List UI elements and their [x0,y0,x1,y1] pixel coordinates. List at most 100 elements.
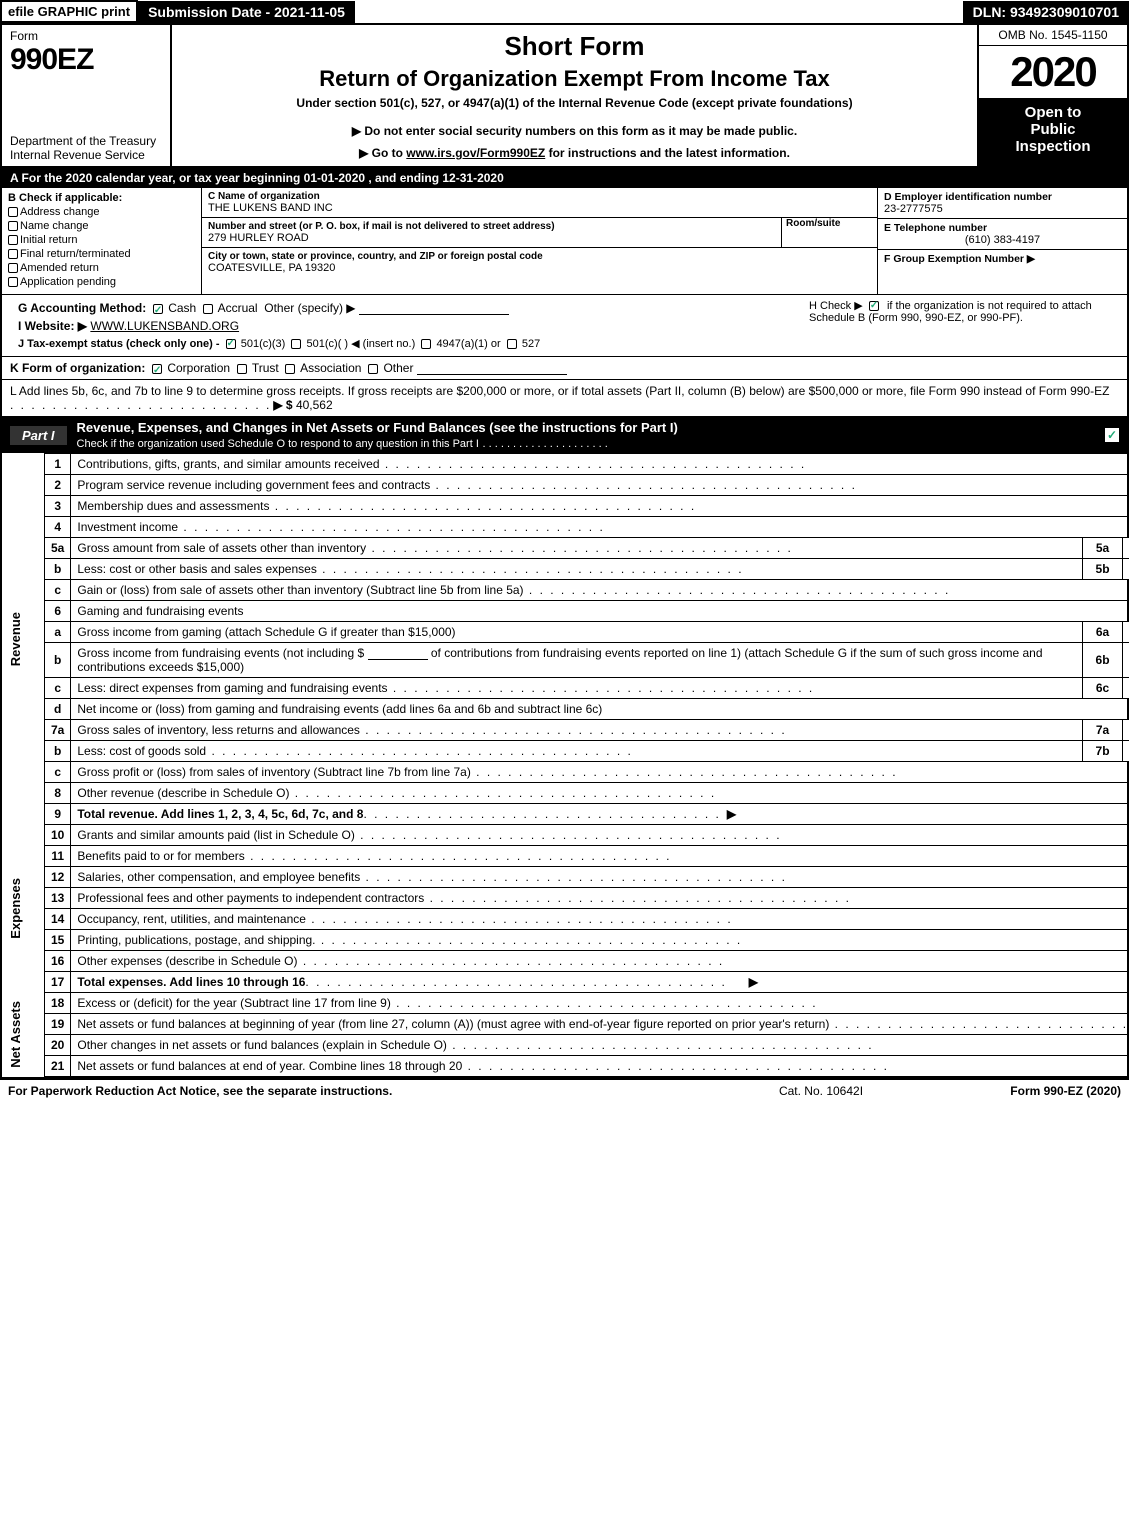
l4-no: 4 [45,517,71,538]
part-1-checkbox[interactable]: ✓ [1105,428,1119,442]
l19-no: 19 [45,1014,71,1035]
row-g-accounting: G Accounting Method: Cash Accrual Other … [10,299,799,317]
l5b-subval [1123,559,1129,580]
chk-corporation[interactable] [152,364,162,374]
net-assets-label: Net Assets [8,1001,23,1068]
tax-year: 2020 [979,46,1127,98]
expenses-label: Expenses [8,878,23,939]
l12-desc: Salaries, other compensation, and employ… [77,870,360,884]
note-goto: ▶ Go to www.irs.gov/Form990EZ for instru… [182,146,967,160]
l15-desc: Printing, publications, postage, and shi… [77,933,315,947]
chk-other-org[interactable] [368,364,378,374]
l7b-subno: 7b [1083,741,1123,762]
revenue-label: Revenue [8,612,23,666]
l2-desc: Program service revenue including govern… [77,478,430,492]
tel-label: E Telephone number [884,222,1121,234]
l17-no: 17 [45,972,71,993]
form-number: 990EZ [10,43,162,77]
l7a-desc: Gross sales of inventory, less returns a… [77,723,360,737]
note-goto-post: for instructions and the latest informat… [545,146,790,160]
dept-line1: Department of the Treasury [10,134,162,148]
group-exemption-label: F Group Exemption Number ▶ [884,253,1121,265]
chk-amended-return[interactable]: Amended return [8,262,195,274]
l5a-subval [1123,538,1129,559]
chk-501c3[interactable] [226,339,236,349]
l9-no: 9 [45,804,71,825]
l5b-no: b [45,559,71,580]
l7b-subval [1123,741,1129,762]
chk-schedule-b[interactable] [869,301,879,311]
l6c-no: c [45,678,71,699]
l12-no: 12 [45,867,71,888]
l10-no: 10 [45,825,71,846]
col-c-org-info: C Name of organization THE LUKENS BAND I… [202,188,877,294]
l6d-no: d [45,699,71,720]
chk-cash[interactable] [153,304,163,314]
l6b-subval [1123,643,1129,678]
form-container: Form 990EZ Department of the Treasury In… [0,23,1129,1079]
l5a-subno: 5a [1083,538,1123,559]
chk-527[interactable] [507,339,517,349]
chk-association[interactable] [285,364,295,374]
l5b-desc: Less: cost or other basis and sales expe… [77,562,316,576]
l3-no: 3 [45,496,71,517]
row-j-tax-exempt: J Tax-exempt status (check only one) - 5… [10,335,799,352]
l5a-no: 5a [45,538,71,559]
l6a-no: a [45,622,71,643]
l8-desc: Other revenue (describe in Schedule O) [77,786,289,800]
l21-no: 21 [45,1056,71,1077]
row-k-form-org: K Form of organization: Corporation Trus… [2,357,1127,380]
form-label: Form [10,29,162,43]
col-b-label: B Check if applicable: [8,192,195,204]
top-bar: efile GRAPHIC print Submission Date - 20… [0,0,1129,23]
chk-application-pending[interactable]: Application pending [8,276,195,288]
dept-treasury: Department of the Treasury Internal Reve… [10,134,162,162]
part-1-label: Part I [10,426,67,445]
l5a-desc: Gross amount from sale of assets other t… [77,541,366,555]
title-short-form: Short Form [182,31,967,62]
page-footer: For Paperwork Reduction Act Notice, see … [0,1079,1129,1102]
efile-print-button[interactable]: efile GRAPHIC print [0,0,138,23]
l7a-no: 7a [45,720,71,741]
l6b-subno: 6b [1083,643,1123,678]
l4-desc: Investment income [77,520,178,534]
l17-desc: Total expenses. Add lines 10 through 16 [77,975,305,989]
chk-501c[interactable] [291,339,301,349]
header-right: OMB No. 1545-1150 2020 Open to Public In… [977,25,1127,166]
l6a-subval [1123,622,1129,643]
l16-no: 16 [45,951,71,972]
note-goto-pre: ▶ Go to [359,146,406,160]
header-left: Form 990EZ Department of the Treasury In… [2,25,172,166]
chk-address-change[interactable]: Address change [8,206,195,218]
website-value[interactable]: WWW.LUKENSBAND.ORG [90,319,239,333]
footer-form-ref: Form 990-EZ (2020) [921,1084,1121,1098]
l9-desc: Total revenue. Add lines 1, 2, 3, 4, 5c,… [77,807,363,821]
footer-catno: Cat. No. 10642I [721,1084,921,1098]
l13-no: 13 [45,888,71,909]
k-label: K Form of organization: [10,361,145,375]
chk-final-return[interactable]: Final return/terminated [8,248,195,260]
chk-4947[interactable] [421,339,431,349]
irs-link[interactable]: www.irs.gov/Form990EZ [406,146,545,160]
l2-no: 2 [45,475,71,496]
l8-no: 8 [45,783,71,804]
l21-desc: Net assets or fund balances at end of ye… [77,1059,462,1073]
l11-no: 11 [45,846,71,867]
l6-no: 6 [45,601,71,622]
chk-name-change[interactable]: Name change [8,220,195,232]
row-a-tax-year: A For the 2020 calendar year, or tax yea… [2,168,1127,188]
ein-value: 23-2777575 [884,203,1121,215]
chk-initial-return[interactable]: Initial return [8,234,195,246]
l-arrow: ▶ $ [273,398,292,412]
l6-desc: Gaming and fundraising events [77,604,243,618]
dept-line2: Internal Revenue Service [10,148,162,162]
part-1-sub: Check if the organization used Schedule … [77,438,479,450]
title-return: Return of Organization Exempt From Incom… [182,66,967,92]
row-l-gross-receipts: L Add lines 5b, 6c, and 7b to line 9 to … [2,380,1127,417]
l20-desc: Other changes in net assets or fund bala… [77,1038,447,1052]
chk-trust[interactable] [237,364,247,374]
l3-desc: Membership dues and assessments [77,499,269,513]
l6c-subval [1123,678,1129,699]
chk-accrual[interactable] [203,304,213,314]
l6d-desc: Net income or (loss) from gaming and fun… [77,702,602,716]
